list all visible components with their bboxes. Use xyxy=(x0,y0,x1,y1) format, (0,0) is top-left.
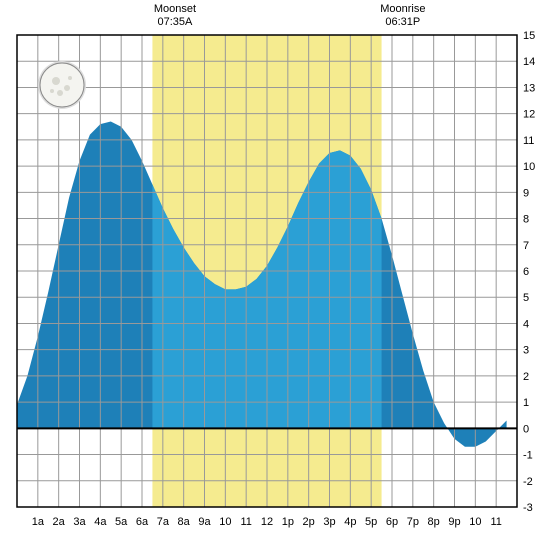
moonrise-label: Moonrise xyxy=(380,3,425,15)
chart-svg: -3-2-101234567891011121314151a2a3a4a5a6a… xyxy=(0,0,550,550)
y-tick-label: -3 xyxy=(523,502,533,514)
y-tick-label: 13 xyxy=(523,82,535,94)
moon-crater xyxy=(57,90,63,96)
x-tick-label: 5p xyxy=(365,516,377,528)
x-tick-label: 2p xyxy=(303,516,315,528)
y-tick-label: 6 xyxy=(523,266,529,278)
y-tick-label: 8 xyxy=(523,214,529,226)
x-tick-label: 7a xyxy=(157,516,170,528)
y-tick-label: -2 xyxy=(523,476,533,488)
y-tick-label: 11 xyxy=(523,135,534,147)
x-tick-label: 4p xyxy=(344,516,356,528)
y-tick-label: 5 xyxy=(523,292,529,304)
x-tick-label: 4a xyxy=(94,516,107,528)
moonset-label: Moonset xyxy=(154,3,196,15)
x-tick-label: 3p xyxy=(323,516,335,528)
y-tick-label: 0 xyxy=(523,423,529,435)
x-tick-label: 9p xyxy=(448,516,460,528)
y-tick-label: 7 xyxy=(523,240,529,252)
moon-crater xyxy=(50,89,54,93)
x-tick-label: 3a xyxy=(73,516,86,528)
y-tick-label: 3 xyxy=(523,345,529,357)
moon-crater xyxy=(52,77,60,85)
y-tick-label: 1 xyxy=(523,397,529,409)
y-tick-label: 2 xyxy=(523,371,529,383)
x-tick-label: 6a xyxy=(136,516,149,528)
x-tick-label: 8a xyxy=(178,516,191,528)
x-tick-label: 12 xyxy=(261,516,273,528)
x-tick-label: 11 xyxy=(490,516,501,528)
y-tick-label: 14 xyxy=(523,56,535,68)
moonset-time: 07:35A xyxy=(157,16,193,28)
x-tick-label: 10 xyxy=(469,516,481,528)
moon-crater xyxy=(64,85,70,91)
x-tick-label: 2a xyxy=(53,516,66,528)
x-tick-label: 9a xyxy=(198,516,211,528)
x-tick-label: 1a xyxy=(32,516,45,528)
x-tick-label: 10 xyxy=(219,516,231,528)
x-tick-label: 7p xyxy=(407,516,419,528)
x-tick-label: 1p xyxy=(282,516,294,528)
tide-chart: -3-2-101234567891011121314151a2a3a4a5a6a… xyxy=(0,0,550,550)
x-tick-label: 5a xyxy=(115,516,128,528)
y-tick-label: 12 xyxy=(523,109,535,121)
moon-crater xyxy=(68,76,72,80)
y-tick-label: 4 xyxy=(523,318,529,330)
y-tick-label: 9 xyxy=(523,187,529,199)
x-tick-label: 8p xyxy=(428,516,440,528)
y-tick-label: -1 xyxy=(523,450,533,462)
x-tick-label: 11 xyxy=(240,516,251,528)
y-tick-label: 10 xyxy=(523,161,535,173)
moonrise-time: 06:31P xyxy=(385,16,420,28)
y-tick-label: 15 xyxy=(523,30,535,42)
x-tick-label: 6p xyxy=(386,516,398,528)
moon-icon xyxy=(40,63,84,107)
